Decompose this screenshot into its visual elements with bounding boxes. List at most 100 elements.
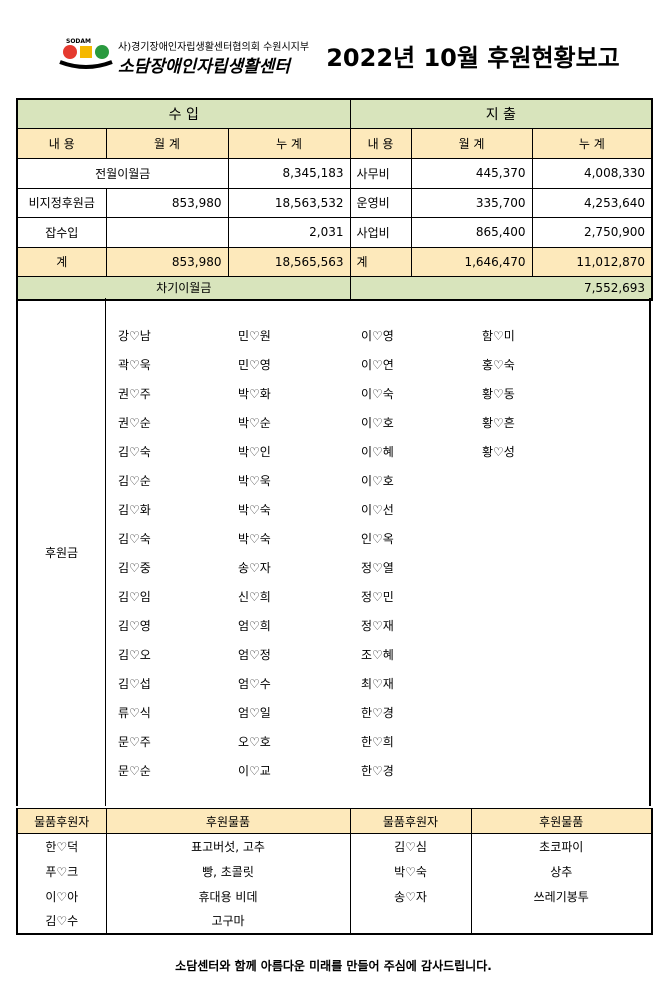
column-header: 내 용 bbox=[349, 127, 412, 159]
logo-mark: SODAM bbox=[66, 38, 92, 45]
donor-name: 김♡영 bbox=[118, 619, 151, 633]
goods-item: 쓰레기봉투 bbox=[470, 883, 653, 909]
goods-donor: 김♡수 bbox=[16, 908, 107, 934]
donor-name: 인♡옥 bbox=[361, 532, 394, 546]
expense-month: 865,400 bbox=[410, 216, 533, 248]
donor-name: 문♡순 bbox=[118, 764, 151, 778]
goods-row: 푸♡크 빵, 초콜릿 박♡숙 상추 bbox=[16, 858, 653, 884]
donor-divider bbox=[105, 298, 106, 806]
donor-name: 엄♡일 bbox=[238, 706, 271, 720]
title: 2022년 10월 후원현황보고 bbox=[326, 44, 620, 72]
donor-name: 이♡혜 bbox=[361, 445, 394, 459]
donor-name: 정♡재 bbox=[361, 619, 394, 633]
goods-donor bbox=[349, 908, 472, 934]
column-header: 누 계 bbox=[531, 127, 653, 159]
goods-column-header: 후원물품 bbox=[105, 808, 351, 834]
donor-name: 김♡섭 bbox=[118, 677, 151, 691]
donor-name: 강♡남 bbox=[118, 329, 151, 343]
donor-name: 황♡동 bbox=[482, 387, 515, 401]
donor-name: 김♡순 bbox=[118, 474, 151, 488]
income-header: 수 입 bbox=[16, 98, 351, 129]
goods-donor: 박♡숙 bbox=[349, 858, 472, 884]
goods-row: 김♡수 고구마 bbox=[16, 908, 653, 934]
logo-icon bbox=[58, 38, 114, 72]
income-item: 비지정후원금 bbox=[16, 187, 107, 218]
income-total: 8,345,183 bbox=[227, 157, 351, 189]
column-header: 월 계 bbox=[410, 127, 533, 159]
donor-name: 박♡숙 bbox=[238, 503, 271, 517]
donor-name: 홍♡숙 bbox=[482, 358, 515, 372]
donor-name: 박♡화 bbox=[238, 387, 271, 401]
org-name: 사)경기장애인자립생활센터협의회 수원시지부 bbox=[118, 42, 310, 53]
income-month bbox=[105, 216, 229, 248]
goods-column-header: 후원물품 bbox=[470, 808, 653, 834]
expense-month: 445,370 bbox=[410, 157, 533, 189]
donor-name: 함♡미 bbox=[482, 329, 515, 343]
donor-name: 류♡식 bbox=[118, 706, 151, 720]
goods-donor: 송♡자 bbox=[349, 883, 472, 909]
donor-name: 송♡자 bbox=[238, 561, 271, 575]
income-item: 전월이월금 bbox=[16, 157, 229, 189]
column-header: 월 계 bbox=[105, 127, 229, 159]
donor-name: 김♡임 bbox=[118, 590, 151, 604]
donor-name: 이♡숙 bbox=[361, 387, 394, 401]
donor-name: 박♡순 bbox=[238, 416, 271, 430]
goods-item: 고구마 bbox=[105, 908, 351, 934]
column-header: 누 계 bbox=[227, 127, 351, 159]
expense-total: 11,012,870 bbox=[531, 246, 653, 277]
donor-name: 한♡경 bbox=[361, 764, 394, 778]
income-total: 18,565,563 bbox=[227, 246, 351, 277]
summary-row: 계 853,980 18,565,563 계 1,646,470 11,012,870 bbox=[16, 246, 653, 277]
donor-name: 문♡주 bbox=[118, 735, 151, 749]
goods-item: 상추 bbox=[470, 858, 653, 884]
donor-name: 김♡숙 bbox=[118, 445, 151, 459]
summary-row: 잡수입 2,031 사업비 865,400 2,750,900 bbox=[16, 216, 653, 248]
donor-name: 한♡희 bbox=[361, 735, 394, 749]
donor-name: 박♡욱 bbox=[238, 474, 271, 488]
donor-name: 김♡숙 bbox=[118, 532, 151, 546]
logo-text: 소담장애인자립생활센터 bbox=[118, 57, 291, 77]
goods-column-header: 물품후원자 bbox=[349, 808, 472, 834]
goods-header-row: 물품후원자 후원물품 물품후원자 후원물품 bbox=[16, 808, 653, 834]
goods-donor: 이♡아 bbox=[16, 883, 107, 909]
donor-name: 박♡숙 bbox=[238, 532, 271, 546]
column-header: 내 용 bbox=[16, 127, 107, 159]
goods-column-header: 물품후원자 bbox=[16, 808, 107, 834]
logo-graphic bbox=[59, 45, 113, 69]
expense-month: 1,646,470 bbox=[410, 246, 533, 277]
expense-total: 4,008,330 bbox=[531, 157, 653, 189]
donor-name: 민♡원 bbox=[238, 329, 271, 343]
income-month: 853,980 bbox=[105, 187, 229, 218]
donor-name: 정♡민 bbox=[361, 590, 394, 604]
income-month: 853,980 bbox=[105, 246, 229, 277]
expense-month: 335,700 bbox=[410, 187, 533, 218]
donor-name: 이♡선 bbox=[361, 503, 394, 517]
goods-item: 빵, 초콜릿 bbox=[105, 858, 351, 884]
goods-item bbox=[470, 908, 653, 934]
expense-header: 지 출 bbox=[349, 98, 653, 129]
goods-item: 초코파이 bbox=[470, 833, 653, 859]
donor-name: 최♡재 bbox=[361, 677, 394, 691]
goods-row: 이♡아 휴대용 비데 송♡자 쓰레기봉투 bbox=[16, 883, 653, 909]
expense-total: 2,750,900 bbox=[531, 216, 653, 248]
expense-item: 운영비 bbox=[349, 187, 412, 218]
goods-item: 표고버섯, 고추 bbox=[105, 833, 351, 859]
donor-name: 권♡순 bbox=[118, 416, 151, 430]
goods-donor: 한♡덕 bbox=[16, 833, 107, 859]
income-item: 잡수입 bbox=[16, 216, 107, 248]
donor-name: 황♡성 bbox=[482, 445, 515, 459]
income-total: 2,031 bbox=[227, 216, 351, 248]
goods-donor: 김♡심 bbox=[349, 833, 472, 859]
donor-name: 한♡경 bbox=[361, 706, 394, 720]
carryover-value: 7,552,693 bbox=[349, 275, 653, 301]
summary-row: 전월이월금 8,345,183 사무비 445,370 4,008,330 bbox=[16, 157, 653, 189]
donor-name: 김♡중 bbox=[118, 561, 151, 575]
carryover-label: 차기이월금 bbox=[16, 275, 351, 301]
donor-name: 이♡호 bbox=[361, 474, 394, 488]
donor-name: 황♡흔 bbox=[482, 416, 515, 430]
expense-item: 계 bbox=[349, 246, 412, 277]
footer: 소담센터와 함께 아름다운 미래를 만들어 주심에 감사드립니다. bbox=[175, 959, 492, 973]
